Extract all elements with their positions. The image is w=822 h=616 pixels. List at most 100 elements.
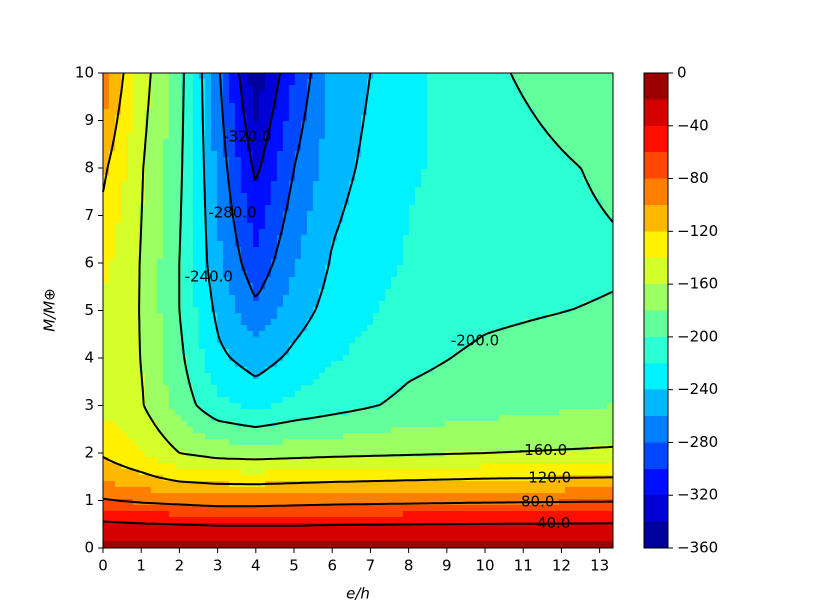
- contour-cell: [385, 97, 392, 104]
- contour-cell: [283, 415, 290, 422]
- contour-cell: [241, 247, 248, 254]
- contour-cell: [409, 391, 416, 398]
- contour-cell: [475, 289, 482, 296]
- contour-cell: [427, 397, 434, 404]
- contour-cell: [187, 319, 194, 326]
- contour-cell: [439, 277, 446, 284]
- contour-cell: [229, 475, 236, 482]
- contour-cell: [403, 253, 410, 260]
- contour-cell: [253, 541, 260, 548]
- contour-cell: [265, 427, 272, 434]
- contour-cell: [457, 529, 464, 536]
- contour-cell: [163, 523, 170, 530]
- contour-cell: [199, 427, 206, 434]
- contour-cell: [301, 121, 308, 128]
- contour-cell: [313, 91, 320, 98]
- contour-cell: [283, 361, 290, 368]
- contour-cell: [361, 517, 368, 524]
- contour-cell: [439, 289, 446, 296]
- contour-cell: [217, 397, 224, 404]
- contour-cell: [307, 85, 314, 92]
- contour-cell: [337, 103, 344, 110]
- contour-cell: [319, 487, 326, 494]
- contour-cell: [391, 337, 398, 344]
- contour-cell: [247, 373, 254, 380]
- contour-cell: [259, 139, 266, 146]
- contour-cell: [205, 367, 212, 374]
- contour-cell: [271, 91, 278, 98]
- contour-cell: [403, 139, 410, 146]
- contour-cell: [361, 181, 368, 188]
- contour-cell: [457, 331, 464, 338]
- contour-cell: [355, 469, 362, 476]
- contour-cell: [355, 457, 362, 464]
- contour-cell: [301, 397, 308, 404]
- contour-cell: [343, 517, 350, 524]
- contour-cell: [469, 103, 476, 110]
- contour-cell: [355, 427, 362, 434]
- contour-cell: [199, 307, 206, 314]
- contour-cell: [301, 199, 308, 206]
- contour-cell: [445, 133, 452, 140]
- contour-cell: [289, 109, 296, 116]
- contour-cell: [205, 409, 212, 416]
- contour-cell: [247, 211, 254, 218]
- contour-cell: [265, 361, 272, 368]
- contour-cell: [325, 421, 332, 428]
- contour-cell: [229, 433, 236, 440]
- contour-cell: [109, 379, 116, 386]
- contour-cell: [271, 403, 278, 410]
- contour-cell: [457, 469, 464, 476]
- contour-cell: [415, 475, 422, 482]
- contour-cell: [217, 223, 224, 230]
- contour-cell: [211, 511, 218, 518]
- contour-cell: [475, 265, 482, 272]
- contour-cell: [187, 355, 194, 362]
- contour-cell: [205, 73, 212, 80]
- contour-cell: [181, 367, 188, 374]
- contour-cell: [457, 157, 464, 164]
- contour-cell: [133, 241, 140, 248]
- contour-cell: [181, 541, 188, 548]
- contour-cell: [283, 355, 290, 362]
- contour-cell: [145, 367, 152, 374]
- contour-cell: [241, 325, 248, 332]
- contour-cell: [403, 493, 410, 500]
- contour-cell: [193, 493, 200, 500]
- contour-cell: [103, 229, 110, 236]
- contour-cell: [319, 79, 326, 86]
- contour-cell: [361, 535, 368, 542]
- contour-cell: [229, 379, 236, 386]
- contour-cell: [313, 115, 320, 122]
- contour-cell: [181, 535, 188, 542]
- contour-cell: [361, 421, 368, 428]
- contour-cell: [121, 373, 128, 380]
- contour-cell: [409, 541, 416, 548]
- contour-cell: [133, 199, 140, 206]
- contour-cell: [103, 343, 110, 350]
- contour-cell: [469, 331, 476, 338]
- contour-cell: [103, 91, 110, 98]
- contour-cell: [343, 385, 350, 392]
- contour-cell: [307, 505, 314, 512]
- contour-cell: [151, 349, 158, 356]
- contour-cell: [463, 91, 470, 98]
- contour-cell: [463, 505, 470, 512]
- contour-cell: [205, 349, 212, 356]
- contour-cell: [163, 373, 170, 380]
- contour-cell: [223, 175, 230, 182]
- contour-cell: [409, 505, 416, 512]
- contour-cell: [337, 259, 344, 266]
- contour-cell: [265, 265, 272, 272]
- contour-cell: [115, 289, 122, 296]
- contour-cell: [307, 115, 314, 122]
- contour-cell: [379, 343, 386, 350]
- contour-cell: [379, 199, 386, 206]
- contour-cell: [355, 541, 362, 548]
- contour-cell: [181, 475, 188, 482]
- contour-cell: [151, 541, 158, 548]
- contour-cell: [211, 439, 218, 446]
- contour-cell: [283, 151, 290, 158]
- contour-cell: [235, 235, 242, 242]
- contour-cell: [217, 235, 224, 242]
